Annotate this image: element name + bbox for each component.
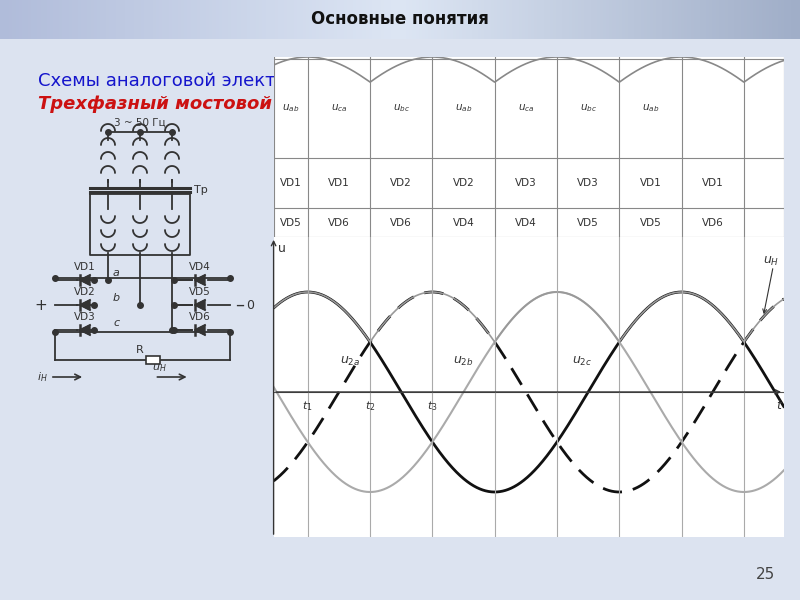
Text: 25: 25 [756, 567, 775, 582]
Text: $i_H$: $i_H$ [38, 370, 48, 384]
Text: VD2: VD2 [453, 178, 474, 188]
Text: VD4: VD4 [515, 218, 537, 227]
Text: u: u [278, 242, 286, 255]
Polygon shape [80, 325, 90, 335]
Polygon shape [195, 325, 205, 335]
Text: VD6: VD6 [390, 218, 412, 227]
Text: Основные понятия: Основные понятия [311, 10, 489, 28]
Text: VD4: VD4 [453, 218, 474, 227]
Text: VD5: VD5 [189, 287, 211, 297]
Text: $u_{ab}$: $u_{ab}$ [282, 103, 299, 114]
Text: VD6: VD6 [189, 312, 211, 322]
Text: $t_2$: $t_2$ [365, 399, 375, 413]
Text: VD3: VD3 [515, 178, 537, 188]
Text: VD1: VD1 [639, 178, 662, 188]
Text: $u_{ab}$: $u_{ab}$ [642, 103, 659, 114]
Text: $t_3$: $t_3$ [427, 399, 438, 413]
Text: VD5: VD5 [280, 218, 302, 227]
Text: $u_{bc}$: $u_{bc}$ [579, 103, 597, 114]
Text: VD4: VD4 [189, 262, 211, 272]
Text: VD6: VD6 [328, 218, 350, 227]
Text: VD1: VD1 [74, 262, 96, 272]
Text: VD2: VD2 [390, 178, 412, 188]
Text: b: b [113, 293, 120, 303]
Polygon shape [195, 275, 205, 285]
Text: 3 ~ 50 Гц: 3 ~ 50 Гц [114, 118, 166, 128]
Text: Трехфазный мостовой: Трехфазный мостовой [38, 95, 272, 113]
Text: VD2: VD2 [74, 287, 96, 297]
Text: Тр: Тр [194, 185, 208, 195]
Text: R: R [136, 345, 143, 355]
Bar [146, 356, 159, 364]
Text: $t_1$: $t_1$ [302, 399, 313, 413]
Polygon shape [195, 300, 205, 310]
Text: VD6: VD6 [702, 218, 724, 227]
Text: 0: 0 [246, 299, 254, 311]
Text: Схемы аналоговой электроники: Схемы аналоговой электроники [38, 72, 344, 90]
Text: $u_{2b}$: $u_{2b}$ [453, 355, 474, 368]
Text: +: + [34, 298, 47, 313]
Text: $u_{2a}$: $u_{2a}$ [341, 355, 361, 368]
Text: $u_H$: $u_H$ [763, 255, 779, 268]
Text: VD1: VD1 [702, 178, 724, 188]
Text: VD1: VD1 [328, 178, 350, 188]
Text: VD3: VD3 [74, 312, 96, 322]
Text: VD5: VD5 [639, 218, 662, 227]
Text: $u_{ca}$: $u_{ca}$ [518, 103, 534, 114]
Text: a: a [113, 268, 120, 278]
Text: t: t [776, 399, 781, 412]
Text: Выпрямител: Выпрямител [415, 68, 566, 88]
Text: $u_H$: $u_H$ [153, 362, 167, 374]
Text: $u_{ab}$: $u_{ab}$ [455, 103, 472, 114]
Polygon shape [80, 275, 90, 285]
Text: $u_{ca}$: $u_{ca}$ [330, 103, 347, 114]
Text: VD5: VD5 [578, 218, 599, 227]
Text: c: c [113, 318, 119, 328]
Text: –: – [235, 296, 244, 314]
Text: $u_{2c}$: $u_{2c}$ [572, 355, 592, 368]
Text: и: и [435, 94, 450, 114]
Text: VD1: VD1 [280, 178, 302, 188]
Text: $u_{bc}$: $u_{bc}$ [393, 103, 410, 114]
Polygon shape [80, 300, 90, 310]
Text: VD3: VD3 [578, 178, 599, 188]
